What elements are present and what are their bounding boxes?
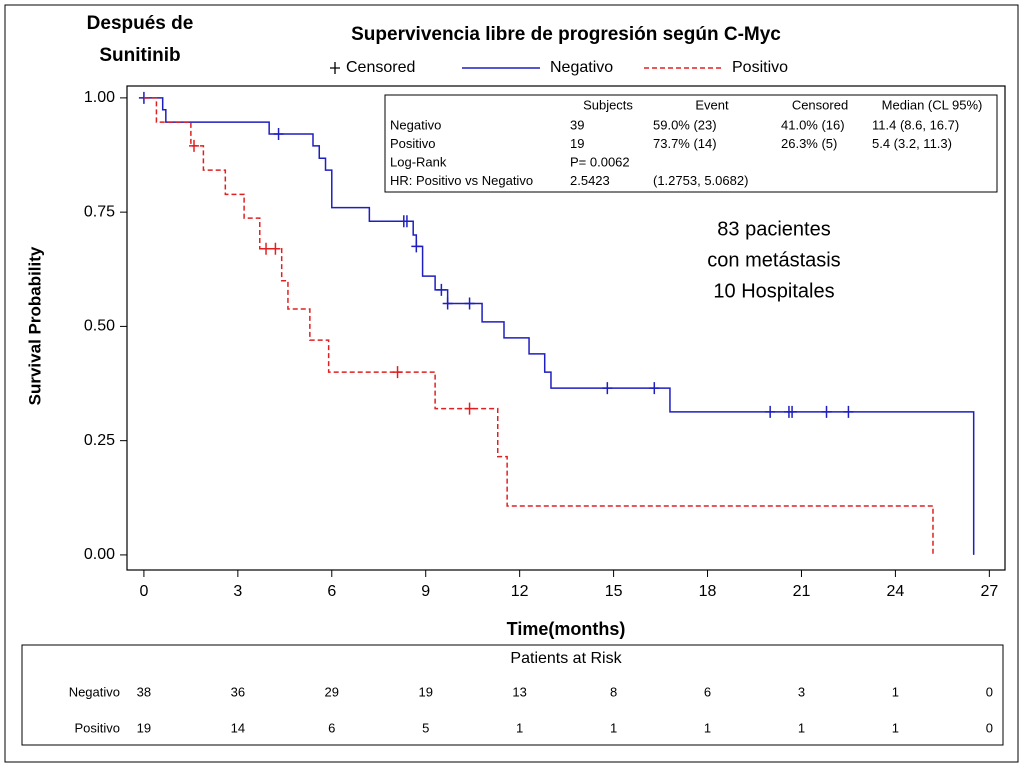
legend-label: Negativo (550, 59, 613, 76)
stats-row-label: HR: Positivo vs Negativo (390, 173, 533, 188)
annotation: 83 pacientes (717, 218, 830, 240)
censor-mark (649, 382, 660, 395)
stats-header: Median (CL 95%) (882, 97, 983, 112)
censor-mark (189, 139, 200, 152)
censor-mark (821, 405, 832, 418)
stats-header: Censored (792, 97, 848, 112)
censor-mark (273, 127, 284, 140)
chart-title: Supervivencia libre de progresión según … (351, 24, 781, 45)
risk-value: 36 (231, 684, 245, 699)
censor-mark (843, 405, 854, 418)
y-tick-label: 1.00 (84, 89, 115, 106)
corner-title: Sunitinib (99, 45, 180, 66)
risk-title: Patients at Risk (510, 650, 622, 667)
censor-mark (765, 405, 776, 418)
censor-mark (464, 402, 475, 415)
stats-cell: 39 (570, 117, 584, 132)
y-tick-label: 0.75 (84, 203, 115, 220)
risk-value: 1 (798, 720, 805, 735)
y-tick-label: 0.25 (84, 432, 115, 449)
risk-value: 38 (137, 684, 151, 699)
censor-mark (442, 297, 453, 310)
y-tick-label: 0.50 (84, 318, 115, 335)
risk-value: 6 (328, 720, 335, 735)
x-tick-label: 24 (887, 583, 905, 600)
risk-value: 1 (892, 720, 899, 735)
stats-box (384, 94, 998, 193)
stats-header: Subjects (583, 97, 633, 112)
plot-frame (126, 85, 1006, 571)
stats-cell: 26.3% (5) (781, 136, 837, 151)
stats-cell: 11.4 (8.6, 16.7) (872, 117, 959, 132)
risk-value: 19 (137, 720, 151, 735)
risk-value: 8 (610, 684, 617, 699)
x-axis-label: Time(months) (507, 619, 626, 639)
risk-value: 6 (704, 684, 711, 699)
risk-value: 3 (798, 684, 805, 699)
censor-mark (270, 242, 281, 255)
stats-row-label: Negativo (390, 117, 441, 132)
risk-value: 0 (986, 684, 993, 699)
risk-value: 29 (325, 684, 339, 699)
risk-row-label: Negativo (69, 684, 120, 699)
x-tick-label: 15 (605, 583, 623, 600)
censor-mark (602, 382, 613, 395)
risk-value: 1 (516, 720, 523, 735)
censor-mark (436, 283, 447, 296)
survival-curve (143, 97, 934, 555)
x-tick-label: 0 (139, 583, 148, 600)
risk-box (21, 644, 1004, 746)
legend-label: Positivo (732, 59, 788, 76)
x-tick-label: 12 (511, 583, 529, 600)
censor-mark (261, 242, 272, 255)
legend-label: Censored (346, 59, 415, 76)
stats-cell: 73.7% (14) (653, 136, 717, 151)
stats-cell: 5.4 (3.2, 11.3) (872, 136, 952, 151)
stats-cell: 41.0% (16) (781, 117, 845, 132)
legend-censor-symbol (330, 62, 340, 74)
stats-cell: 19 (570, 136, 584, 151)
x-tick-label: 27 (980, 583, 998, 600)
risk-row-label: Positivo (74, 720, 120, 735)
risk-value: 1 (704, 720, 711, 735)
x-tick-label: 21 (793, 583, 811, 600)
x-tick-label: 3 (233, 583, 242, 600)
stats-header: Event (695, 97, 729, 112)
y-axis-label: Survival Probability (25, 246, 44, 405)
censor-mark (464, 297, 475, 310)
x-tick-label: 18 (699, 583, 717, 600)
risk-value: 1 (610, 720, 617, 735)
risk-value: 0 (986, 720, 993, 735)
stats-cell: 59.0% (23) (653, 117, 717, 132)
outer-frame (4, 4, 1019, 763)
stats-row-label: Positivo (390, 136, 436, 151)
risk-value: 5 (422, 720, 429, 735)
x-tick-label: 9 (421, 583, 430, 600)
risk-value: 13 (512, 684, 526, 699)
y-tick-label: 0.00 (84, 546, 115, 563)
risk-value: 1 (892, 684, 899, 699)
stats-cell: (1.2753, 5.0682) (653, 173, 748, 188)
corner-title: Después de (87, 13, 194, 34)
stats-cell: 2.5423 (570, 173, 610, 188)
censor-mark (392, 366, 403, 379)
risk-value: 14 (231, 720, 245, 735)
censor-mark (411, 240, 422, 253)
annotation: con metástasis (707, 249, 840, 271)
risk-value: 19 (418, 684, 432, 699)
censor-mark (401, 215, 412, 228)
annotation: 10 Hospitales (713, 280, 834, 302)
censor-mark (787, 405, 798, 418)
stats-cell: P= 0.0062 (570, 154, 630, 169)
stats-row-label: Log-Rank (390, 154, 447, 169)
x-tick-label: 6 (327, 583, 336, 600)
